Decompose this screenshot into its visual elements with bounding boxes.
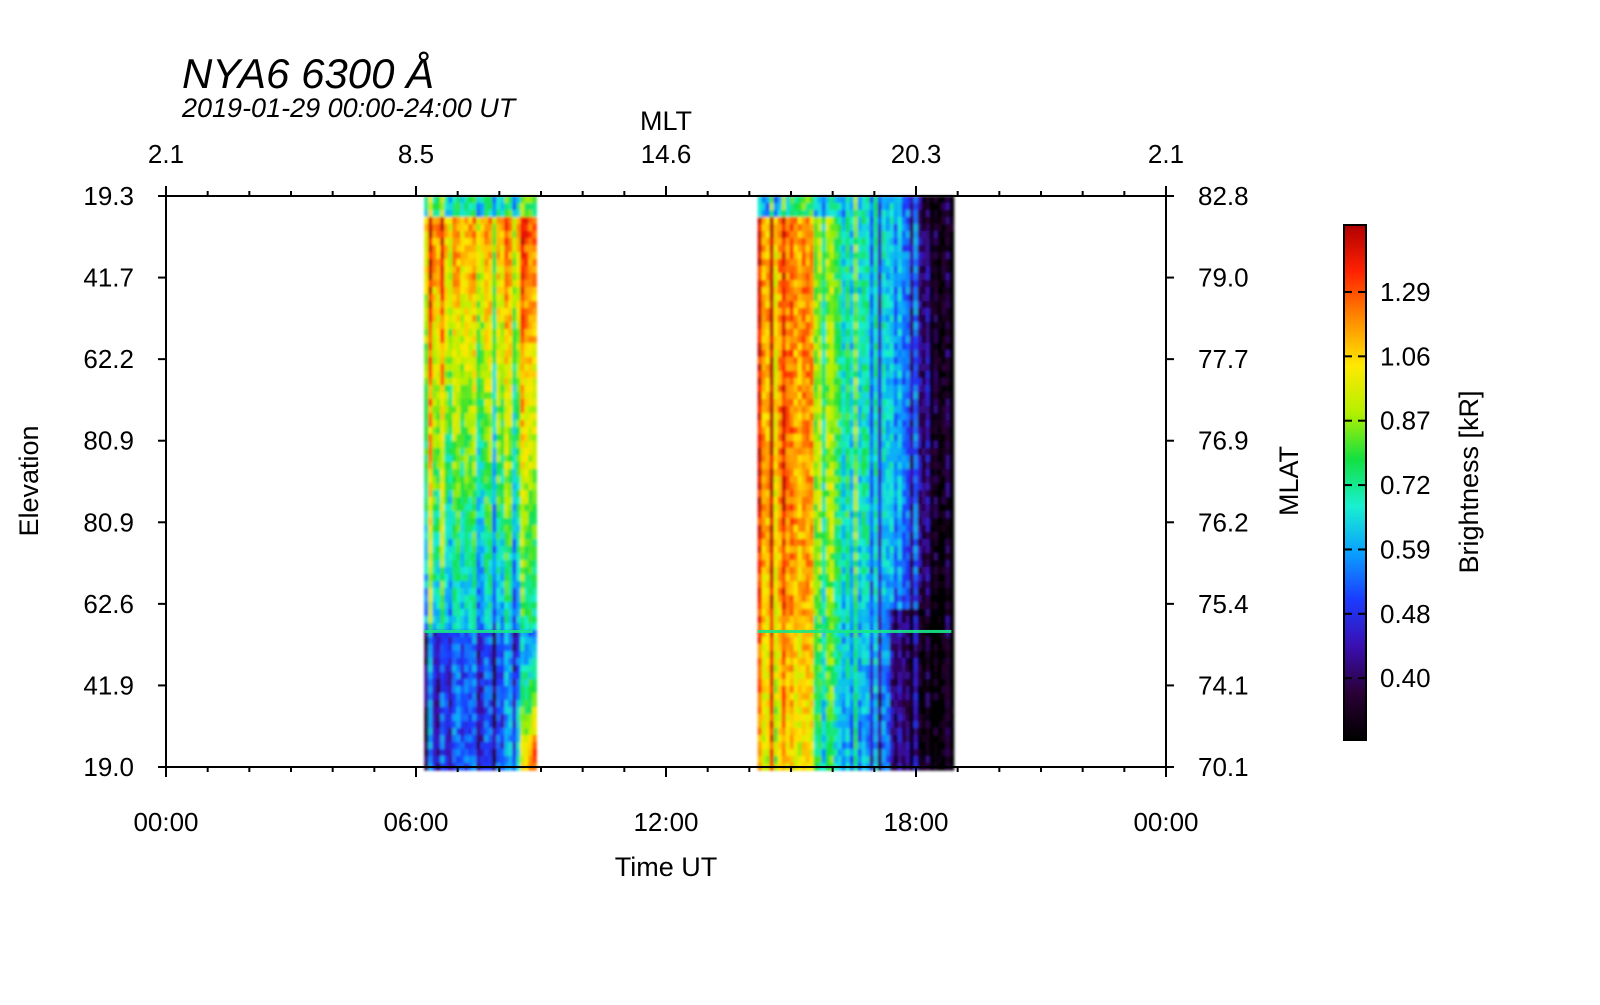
colorbar-tick-label: 0.40 xyxy=(1380,663,1431,693)
right-tick-label: 82.8 xyxy=(1198,181,1249,211)
x-tick-label: 00:00 xyxy=(1133,807,1198,837)
chart-subtitle: 2019-01-29 00:00-24:00 UT xyxy=(181,93,518,123)
y-tick-label: 41.7 xyxy=(83,263,134,293)
right-tick-label: 70.1 xyxy=(1198,752,1249,782)
top-tick-label: 20.3 xyxy=(891,139,942,169)
heatmap-segment xyxy=(758,196,955,771)
colorbar-tick-label: 1.29 xyxy=(1380,277,1431,307)
x-axis-label: Time UT xyxy=(615,852,718,882)
right-tick-label: 74.1 xyxy=(1198,670,1249,700)
top-tick-label: 2.1 xyxy=(148,139,184,169)
right-tick-label: 76.9 xyxy=(1198,426,1249,456)
right-tick-label: 79.0 xyxy=(1198,263,1249,293)
colorbar-tick-label: 0.87 xyxy=(1380,406,1431,436)
axes: 00:00 06:00 12:00 18:00 00:00 2.1 8.5 14.6 20.3 2… xyxy=(83,139,1248,837)
heatmap-segment xyxy=(424,196,537,771)
colorbar-tick-label: 1.06 xyxy=(1380,341,1431,371)
x-tick-label: 18:00 xyxy=(883,807,948,837)
chart-title: NYA6 6300 Å xyxy=(182,50,434,97)
y-tick-label: 19.0 xyxy=(83,752,134,782)
y-tick-label: 41.9 xyxy=(83,670,134,700)
right-axis-label: MLAT xyxy=(1274,446,1304,516)
plot-frame xyxy=(166,196,1166,767)
top-axis-label: MLT xyxy=(640,106,692,136)
heatmap-data xyxy=(424,196,954,771)
y-tick-label: 62.6 xyxy=(83,589,134,619)
colorbar-tick-label: 0.72 xyxy=(1380,470,1431,500)
y-tick-label: 80.9 xyxy=(83,507,134,537)
colorbar xyxy=(1344,225,1366,740)
right-tick-label: 76.2 xyxy=(1198,507,1249,537)
right-tick-label: 75.4 xyxy=(1198,589,1249,619)
colorbar-label: Brightness [kR] xyxy=(1454,390,1484,573)
y-tick-label: 80.9 xyxy=(83,426,134,456)
top-tick-label: 14.6 xyxy=(641,139,692,169)
y-tick-label: 19.3 xyxy=(83,181,134,211)
top-tick-label: 8.5 xyxy=(398,139,434,169)
top-tick-label: 2.1 xyxy=(1148,139,1184,169)
y-axis-label: Elevation xyxy=(14,425,44,536)
x-tick-label: 12:00 xyxy=(633,807,698,837)
x-tick-label: 00:00 xyxy=(133,807,198,837)
right-tick-label: 77.7 xyxy=(1198,344,1249,374)
x-tick-label: 06:00 xyxy=(383,807,448,837)
colorbar-tick-label: 0.48 xyxy=(1380,599,1431,629)
y-tick-label: 62.2 xyxy=(83,344,134,374)
colorbar-tick-label: 0.59 xyxy=(1380,534,1431,564)
